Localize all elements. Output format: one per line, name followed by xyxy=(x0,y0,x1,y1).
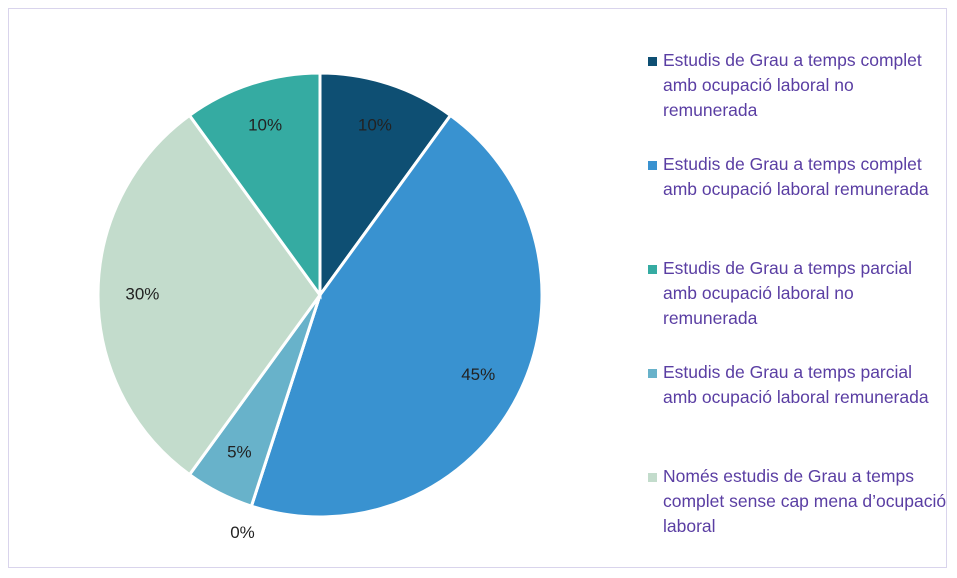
legend-item: Només estudis de Grau a temps complet se… xyxy=(648,464,948,568)
slice xyxy=(249,113,544,519)
data-label: 10% xyxy=(248,116,282,135)
legend-item: Estudis de Grau a temps complet amb ocup… xyxy=(648,152,948,256)
data-label: 30% xyxy=(125,284,159,303)
data-label: 5% xyxy=(227,443,252,462)
legend-item: Estudis de Grau a temps complet amb ocup… xyxy=(648,48,948,152)
legend-item: Estudis de Grau a temps parcial amb ocup… xyxy=(648,360,948,464)
slice xyxy=(318,71,453,300)
legend-swatch xyxy=(648,57,657,66)
legend-label: Estudis de Grau a temps complet amb ocup… xyxy=(663,154,929,199)
data-label: 10% xyxy=(358,116,392,135)
legend: Estudis de Grau a temps complet amb ocup… xyxy=(648,48,948,568)
legend-swatch xyxy=(648,473,657,482)
legend-swatch xyxy=(648,161,657,170)
legend-item: Estudis de Grau a temps parcial amb ocup… xyxy=(648,256,948,360)
slice xyxy=(187,71,322,300)
legend-swatch xyxy=(648,265,657,274)
data-label: 45% xyxy=(461,365,495,384)
legend-label: Estudis de Grau a temps parcial amb ocup… xyxy=(663,258,913,328)
legend-label: Estudis de Grau a temps parcial amb ocup… xyxy=(663,362,929,407)
frame xyxy=(8,8,947,568)
data-label: 0% xyxy=(230,523,255,542)
legend-label: Estudis de Grau a temps complet amb ocup… xyxy=(663,50,922,120)
legend-swatch xyxy=(648,369,657,378)
legend-label: Només estudis de Grau a temps complet se… xyxy=(663,466,947,536)
slice xyxy=(96,113,322,477)
